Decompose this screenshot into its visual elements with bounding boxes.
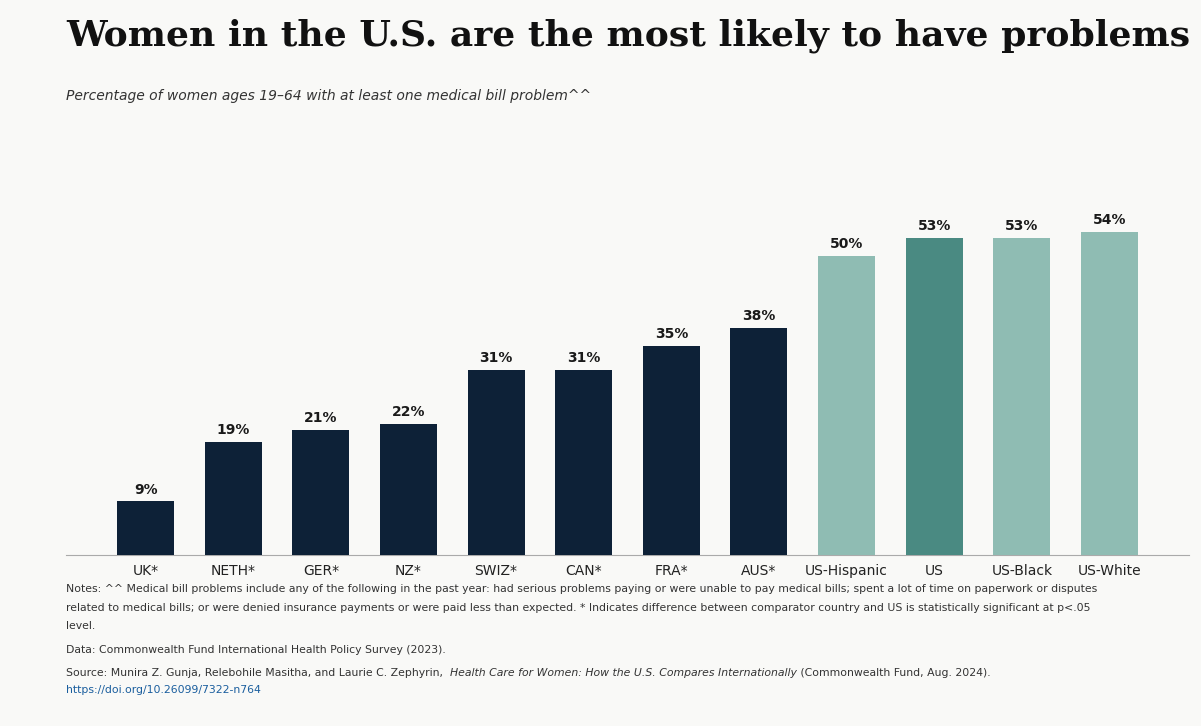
Text: 53%: 53% [918, 219, 951, 233]
Text: 9%: 9% [133, 483, 157, 497]
Text: (Commonwealth Fund, Aug. 2024).: (Commonwealth Fund, Aug. 2024). [797, 668, 991, 678]
Text: related to medical bills; or were denied insurance payments or were paid less th: related to medical bills; or were denied… [66, 603, 1091, 613]
Bar [292, 430, 349, 555]
Text: 22%: 22% [392, 405, 425, 419]
Bar [993, 238, 1051, 555]
Text: 50%: 50% [830, 237, 864, 251]
Bar [730, 327, 788, 555]
Text: 53%: 53% [1005, 219, 1039, 233]
Text: 54%: 54% [1093, 213, 1127, 227]
Bar [380, 423, 437, 555]
Text: https://doi.org/10.26099/7322-n764: https://doi.org/10.26099/7322-n764 [66, 685, 261, 695]
Text: 19%: 19% [216, 423, 250, 437]
Text: 35%: 35% [655, 327, 688, 341]
Text: Data: Commonwealth Fund International Health Policy Survey (2023).: Data: Commonwealth Fund International He… [66, 645, 446, 655]
Bar [906, 238, 963, 555]
Text: Notes: ^^ Medical bill problems include any of the following in the past year: h: Notes: ^^ Medical bill problems include … [66, 584, 1098, 595]
Text: Women in the U.S. are the most likely to have problems paying medical bills.: Women in the U.S. are the most likely to… [66, 18, 1201, 53]
Text: Source: Munira Z. Gunja, Relebohile Masitha, and Laurie C. Zephyrin,: Source: Munira Z. Gunja, Relebohile Masi… [66, 668, 450, 678]
Bar [204, 441, 262, 555]
Bar [818, 256, 876, 555]
Text: level.: level. [66, 621, 95, 631]
Text: Health Care for Women: How the U.S. Compares Internationally: Health Care for Women: How the U.S. Comp… [450, 668, 797, 678]
Text: 31%: 31% [479, 351, 513, 365]
Text: 38%: 38% [742, 309, 776, 323]
Bar [555, 370, 613, 555]
Text: 21%: 21% [304, 411, 337, 425]
Bar [1081, 232, 1137, 555]
Text: Percentage of women ages 19–64 with at least one medical bill problem^^: Percentage of women ages 19–64 with at l… [66, 89, 591, 102]
Text: 31%: 31% [567, 351, 600, 365]
Bar [467, 370, 525, 555]
Bar [116, 502, 174, 555]
Bar [643, 346, 700, 555]
